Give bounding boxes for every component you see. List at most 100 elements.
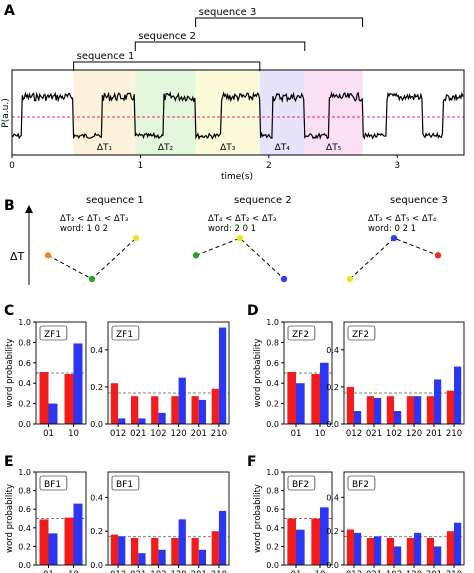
interval-label-3: ΔT₃ [220, 143, 236, 153]
panel-letter-b: B [4, 198, 15, 214]
y-tick-label-4-0.4: 0.4 [326, 346, 339, 355]
x-tick-label-4-012: 012 [346, 429, 362, 439]
bar-red-2-102 [151, 396, 159, 424]
y-tick-label-7-0.4: 0.4 [266, 524, 279, 533]
interval-band-4 [259, 70, 305, 155]
y-tick-label-5-0.2: 0.2 [18, 542, 31, 551]
bar-blue-2-012 [118, 418, 126, 424]
y-tick-label-2-0.2: 0.2 [90, 383, 103, 392]
y-tick-label-2-0.0: 0.0 [90, 420, 103, 429]
y-axis-label-f: word probability [253, 484, 263, 553]
bar-red-4-102 [386, 396, 394, 424]
bar-blue-8-102 [394, 546, 402, 565]
bar-blue-6-012 [118, 536, 126, 565]
b-point-1-3 [132, 234, 140, 242]
sequence-bracket-1 [73, 61, 261, 71]
bar-blue-4-021 [374, 398, 382, 424]
bar-blue-2-201 [198, 399, 207, 424]
bar-red-1-01 [39, 371, 49, 424]
bar-red-7-01 [287, 518, 296, 565]
y-tick-label-6-0.4: 0.4 [90, 493, 103, 502]
bar-red-2-210 [211, 388, 219, 424]
panel-letter-c: C [4, 303, 14, 319]
y-tick-label-5-0.6: 0.6 [18, 505, 31, 514]
b-order-3: ΔT₃ < ΔT₅ < ΔT₄ [368, 214, 437, 224]
b-word-3: word: 0 2 1 [368, 224, 416, 234]
x-tick-label-2-102: 102 [150, 429, 166, 439]
y-axis-label-c: word probability [5, 339, 15, 408]
y-tick-label-1-0.8: 0.8 [18, 338, 31, 347]
axes-2 [107, 321, 230, 425]
x-tick-label-1: 1 [138, 161, 144, 171]
title-box-3 [287, 325, 316, 341]
y-tick-label-5-0.8: 0.8 [18, 487, 31, 496]
b-sequence-title-3: sequence 3 [390, 195, 448, 206]
bar-red-5-10 [64, 517, 74, 565]
bar-blue-8-201 [434, 546, 442, 565]
b-order-line-1 [47, 237, 137, 280]
title-box-7 [287, 475, 316, 491]
x-tick-label-2-210: 210 [211, 429, 227, 439]
y-tick-label-8-0.2: 0.2 [326, 527, 339, 536]
b-order-line-3 [349, 237, 439, 280]
b-point-1-2 [88, 275, 96, 283]
y-tick-label-3-0.6: 0.6 [266, 359, 279, 368]
y-tick-label-1-1.0: 1.0 [18, 318, 31, 327]
x-tick-label-8-021: 021 [366, 570, 382, 573]
axes-1 [35, 321, 87, 425]
bar-blue-8-012 [354, 532, 362, 565]
bar-red-2-012 [110, 383, 119, 424]
bar-blue-8-120 [414, 532, 422, 565]
y-tick-label-5-0.4: 0.4 [18, 524, 31, 533]
bar-red-4-210 [446, 390, 454, 424]
b-point-2-2 [236, 234, 244, 242]
sequence-bracket-2 [134, 41, 306, 51]
y-axis-label-a: P(a.u.) [1, 98, 11, 127]
x-tick-label-3: 3 [394, 161, 400, 171]
bar-blue-4-210 [454, 366, 462, 424]
x-tick-label-1-10: 10 [68, 429, 79, 439]
bar-blue-4-012 [354, 411, 362, 424]
bar-blue-2-210 [218, 327, 227, 424]
y-tick-label-1-0.6: 0.6 [18, 359, 31, 368]
y-tick-label-1-0.0: 0.0 [18, 420, 31, 429]
b-order-line-2 [195, 237, 285, 280]
bar-red-8-012 [346, 529, 354, 565]
x-tick-label-6-201: 201 [191, 570, 207, 573]
b-point-3-2 [390, 234, 398, 242]
bar-blue-1-10 [73, 343, 83, 424]
title-7: BF2 [292, 480, 309, 490]
y-tick-label-6-0.2: 0.2 [90, 527, 103, 536]
x-tick-label-2-012: 012 [110, 429, 126, 439]
bar-blue-5-01 [48, 533, 58, 565]
y-tick-label-8-0.4: 0.4 [326, 493, 339, 502]
x-tick-label-8-201: 201 [426, 570, 442, 573]
b-order-1: ΔT₂ < ΔT₁ < ΔT₃ [60, 214, 128, 224]
interval-band-1 [73, 70, 136, 155]
interval-label-5: ΔT₅ [326, 143, 342, 153]
x-tick-label-6-102: 102 [150, 570, 166, 573]
x-tick-label-5-10: 10 [68, 570, 79, 573]
x-tick-label-2-120: 120 [170, 429, 186, 439]
y-axis-label-d: word probability [253, 339, 263, 408]
bar-red-6-120 [171, 537, 179, 565]
bar-blue-4-120 [414, 396, 422, 424]
bar-blue-8-021 [374, 536, 382, 565]
bar-red-5-01 [39, 519, 49, 565]
sequence-label-1: sequence 1 [77, 51, 135, 62]
bar-red-6-201 [191, 537, 199, 565]
bar-blue-6-210 [218, 510, 227, 565]
axes-4 [343, 321, 465, 425]
x-tick-label-1-01: 01 [43, 429, 54, 439]
panel-letter-d: D [247, 303, 259, 319]
x-tick-label-3-01: 01 [291, 429, 302, 439]
title-2: ZF1 [116, 330, 133, 340]
b-point-2-1 [192, 252, 200, 259]
bar-blue-2-120 [178, 377, 186, 424]
y-tick-label-4-0.0: 0.0 [326, 420, 339, 429]
y-tick-label-3-0.2: 0.2 [266, 400, 279, 409]
x-tick-label-4-021: 021 [366, 429, 382, 439]
x-tick-label-8-210: 210 [446, 570, 462, 573]
bar-blue-2-102 [158, 412, 166, 424]
